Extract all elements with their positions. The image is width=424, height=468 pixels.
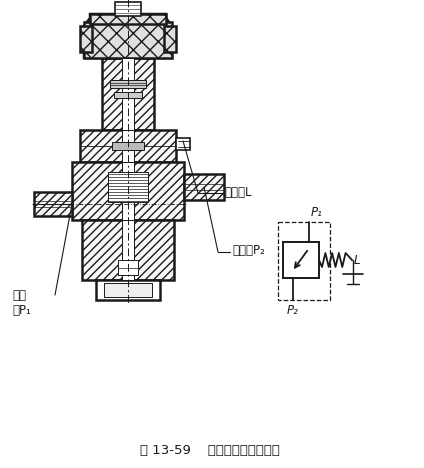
- Bar: [283, 242, 319, 278]
- Bar: [80, 26, 92, 52]
- Bar: [108, 172, 148, 202]
- Bar: [72, 162, 184, 220]
- Text: 出油口P₂: 出油口P₂: [232, 244, 265, 257]
- Bar: [84, 22, 172, 58]
- Polygon shape: [84, 14, 172, 58]
- Bar: [34, 192, 72, 216]
- Bar: [104, 283, 152, 297]
- Bar: [176, 138, 190, 150]
- Bar: [122, 162, 134, 220]
- Bar: [80, 130, 176, 162]
- Bar: [184, 174, 224, 200]
- Bar: [118, 260, 138, 275]
- Text: 图 13-59    直动型顺序阀的结构: 图 13-59 直动型顺序阀的结构: [140, 444, 280, 456]
- Text: P₂: P₂: [287, 304, 299, 317]
- Bar: [96, 280, 160, 300]
- Bar: [114, 92, 142, 98]
- Bar: [122, 58, 134, 130]
- Bar: [110, 80, 146, 88]
- Bar: [90, 14, 166, 24]
- Text: 泄油口L: 泄油口L: [224, 185, 251, 198]
- Bar: [122, 130, 134, 162]
- Bar: [122, 220, 134, 280]
- Bar: [115, 2, 141, 16]
- Bar: [164, 26, 176, 52]
- Text: L: L: [354, 254, 360, 266]
- Bar: [278, 222, 330, 300]
- Text: 进油
口P₁: 进油 口P₁: [12, 289, 31, 317]
- Bar: [82, 220, 174, 280]
- Bar: [102, 58, 154, 130]
- Bar: [112, 142, 144, 150]
- Text: P₁: P₁: [311, 206, 323, 219]
